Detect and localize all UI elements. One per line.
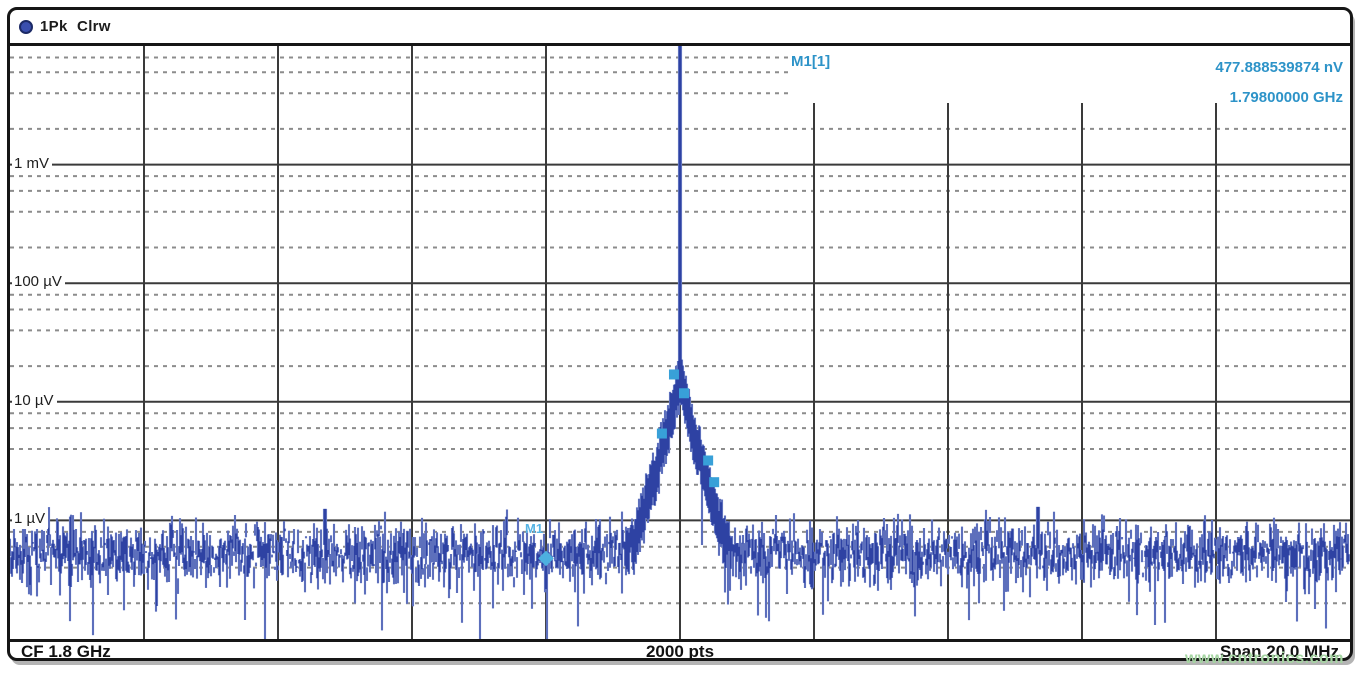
trace-status-icon: [19, 19, 33, 34]
trace-header-bar: 1Pk Clrw: [10, 10, 1350, 46]
y-axis-label-100uv: 100 µV: [12, 272, 65, 293]
y-axis-label-1uv: 1 µV: [12, 509, 49, 530]
marker-amplitude: 477.888539874 nV: [1215, 59, 1343, 76]
sweep-points-label: 2000 pts: [645, 641, 715, 661]
trace-label: 1Pk Clrw: [40, 18, 111, 35]
footer-bar: CF 1.8 GHz 2000 pts Span 20.0 MHz: [10, 639, 1350, 661]
marker-readout-values: 477.888539874 nV 1.79800000 GHz: [1215, 53, 1343, 113]
marker-frequency: 1.79800000 GHz: [1229, 89, 1343, 106]
marker-m1-label: M1: [525, 521, 544, 537]
y-axis-label-10uv: 10 µV: [12, 390, 57, 411]
center-frequency-label: CF 1.8 GHz: [21, 641, 111, 661]
watermark: www.cntronics.com: [1184, 650, 1344, 667]
y-axis-label-1mv: 1 mV: [12, 153, 53, 174]
span-label: Span 20.0 MHz: [1219, 641, 1339, 661]
marker-readout-name: M1[1]: [791, 53, 831, 70]
spectrum-plot[interactable]: 1 mV 100 µV 10 µV 1 µV M1[1] 477.8885398…: [10, 46, 1350, 639]
spectrum-trace-canvas[interactable]: [10, 46, 1350, 639]
analyzer-screen: 1Pk Clrw 1 mV 100 µV 10 µV 1 µV M1[1] 47…: [7, 7, 1353, 661]
